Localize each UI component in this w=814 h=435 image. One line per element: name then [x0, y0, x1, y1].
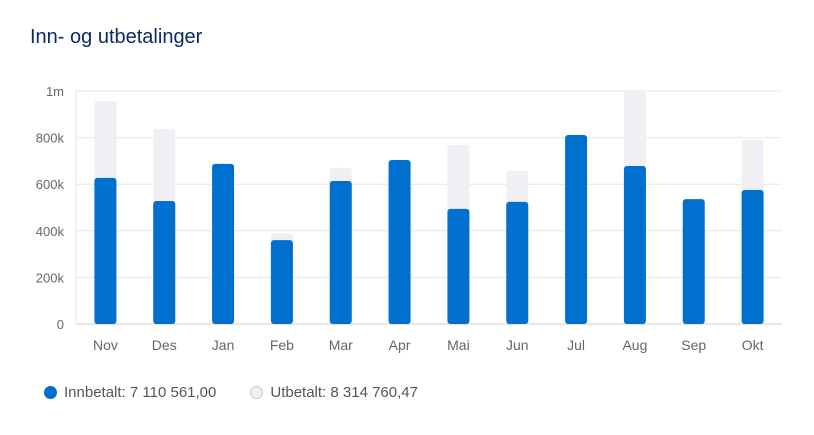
- x-tick-label: Mar: [329, 337, 353, 353]
- x-tick-label: Des: [152, 337, 177, 353]
- x-tick-label: Nov: [93, 337, 118, 353]
- innbetalt-bar: [741, 190, 764, 324]
- legend-label-utbetalt: Utbetalt: 8 314 760,47: [270, 384, 418, 401]
- innbetalt-bar: [565, 135, 588, 324]
- y-tick-label: 200k: [36, 270, 65, 285]
- y-tick-label: 1m: [46, 84, 64, 99]
- legend-item-utbetalt[interactable]: Utbetalt: 8 314 760,47: [250, 384, 418, 401]
- bar-chart: 0 200k 400k 600k 800k 1m Nov Des Jan Feb Mar Apr Mai…: [36, 84, 782, 353]
- innbetalt-bar: [682, 199, 705, 324]
- innbetalt-bar: [447, 208, 470, 324]
- x-tick-label: Okt: [742, 337, 764, 353]
- x-tick-label: Apr: [389, 337, 411, 353]
- x-tick-label: Sep: [681, 337, 706, 353]
- innbetalt-bar: [212, 163, 235, 324]
- y-tick-label: 400k: [36, 224, 65, 239]
- legend-item-innbetalt[interactable]: Innbetalt: 7 110 561,00: [44, 384, 216, 401]
- innbetalt-swatch-icon: [44, 386, 57, 399]
- utbetalt-swatch-icon: [250, 386, 264, 399]
- chart-title: Inn- og utbetalinger: [30, 26, 203, 48]
- innbetalt-bar: [506, 201, 529, 324]
- innbetalt-bar: [153, 200, 176, 324]
- innbetalt-bar: [94, 177, 117, 324]
- x-tick-label: Mai: [447, 337, 470, 353]
- y-tick-label: 800k: [36, 131, 65, 146]
- innbetalt-bar: [329, 180, 352, 324]
- x-tick-label: Feb: [270, 337, 294, 353]
- legend-label-innbetalt: Innbetalt: 7 110 561,00: [64, 384, 217, 401]
- x-tick-label: Aug: [622, 337, 647, 353]
- innbetalt-bar: [388, 159, 411, 324]
- x-tick-label: Jun: [506, 337, 529, 353]
- legend: Innbetalt: 7 110 561,00 Utbetalt: 8 314 …: [44, 384, 418, 401]
- y-tick-label: 600k: [36, 177, 65, 192]
- innbetalt-bar: [623, 166, 646, 324]
- innbetalt-bar: [270, 240, 293, 324]
- x-tick-label: Jul: [567, 337, 585, 353]
- y-tick-label: 0: [57, 317, 64, 332]
- x-tick-label: Jan: [212, 337, 235, 353]
